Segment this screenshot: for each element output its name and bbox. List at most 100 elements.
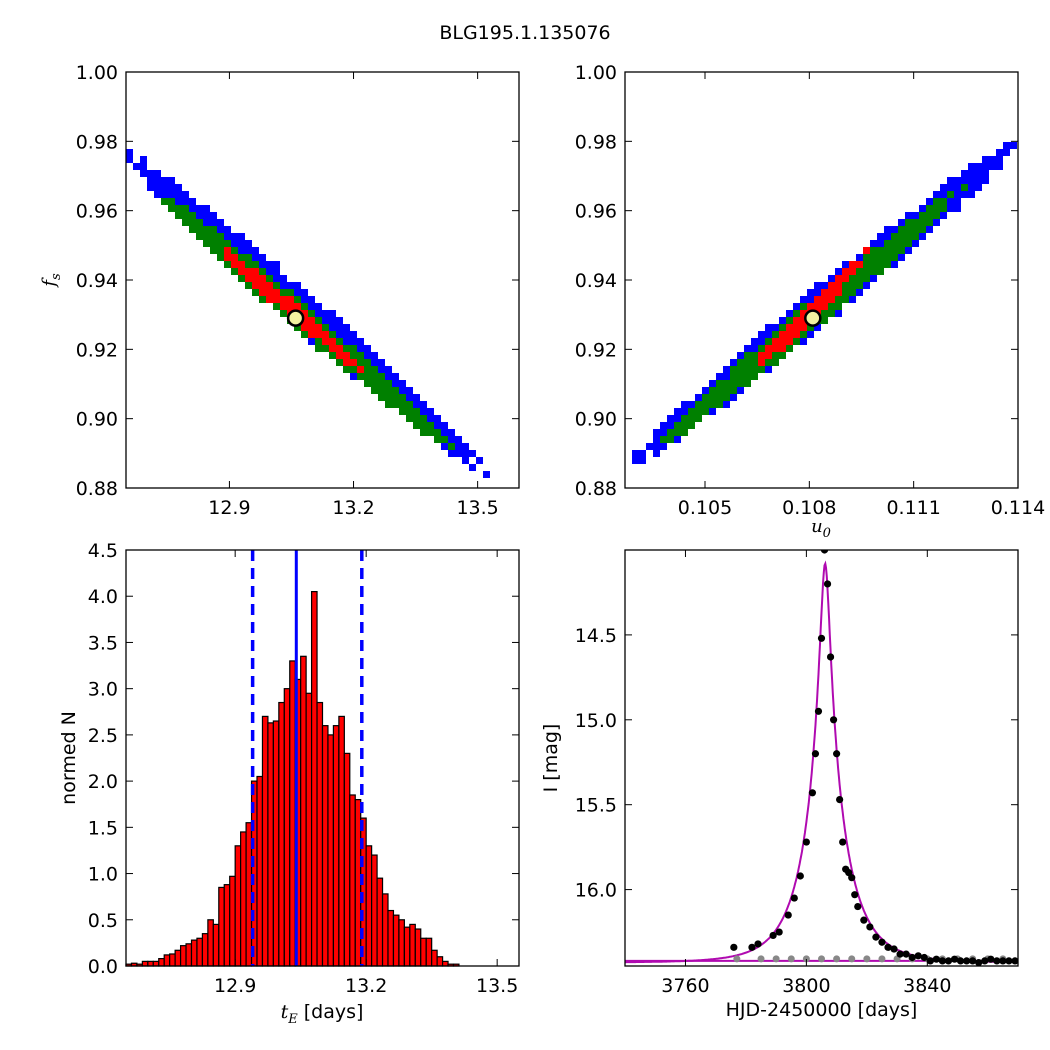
3sigma-cell [779, 317, 786, 324]
3sigma-cell [161, 177, 168, 184]
2sigma-cell [266, 275, 273, 282]
3sigma-cell [982, 163, 989, 170]
3sigma-cell [462, 450, 469, 457]
2sigma-cell [182, 205, 189, 212]
2sigma-cell [434, 429, 441, 436]
3sigma-cell [329, 324, 336, 331]
2sigma-cell [905, 219, 912, 226]
y-tick-label: 0.96 [575, 201, 617, 223]
3sigma-cell [462, 457, 469, 464]
2sigma-cell [933, 198, 940, 205]
y-axis-label: I [mag] [540, 724, 562, 793]
2sigma-cell [751, 366, 758, 373]
3sigma-cell [968, 163, 975, 170]
x-tick-label: 12.9 [208, 497, 250, 519]
2sigma-cell [905, 240, 912, 247]
data-point [754, 940, 762, 948]
1sigma-cell [245, 275, 252, 282]
3sigma-cell [877, 240, 884, 247]
2sigma-cell [695, 408, 702, 415]
3sigma-cell [807, 289, 814, 296]
hist-bar [398, 919, 405, 967]
3sigma-cell [357, 345, 364, 352]
2sigma-cell [856, 282, 863, 289]
3sigma-cell [140, 170, 147, 177]
hist-bar [321, 725, 329, 967]
hist-bar [310, 590, 318, 967]
hist-bar [196, 937, 204, 967]
2sigma-cell [189, 219, 196, 226]
3sigma-cell [947, 184, 954, 191]
3sigma-cell [441, 429, 448, 436]
3sigma-cell [898, 254, 905, 261]
hist-bar [338, 715, 345, 967]
2sigma-cell [420, 422, 427, 429]
data-point [829, 716, 838, 724]
2sigma-cell [329, 352, 336, 359]
y-tick-label: 1.00 [575, 62, 617, 84]
2sigma-cell [849, 289, 856, 296]
data-point [808, 789, 817, 797]
3sigma-cell [744, 345, 751, 352]
3sigma-cell [856, 289, 863, 296]
2sigma-cell [294, 296, 301, 303]
1sigma-cell [765, 352, 772, 359]
2sigma-cell [674, 429, 681, 436]
3sigma-cell [772, 324, 779, 331]
2sigma-cell [280, 289, 287, 296]
hist-bar [158, 958, 165, 967]
1sigma-cell [772, 345, 779, 352]
3sigma-cell [392, 380, 399, 387]
hist-bar [365, 845, 373, 967]
3sigma-cell [147, 184, 154, 191]
data-point [826, 653, 835, 661]
3sigma-cell [954, 177, 961, 184]
3sigma-cell [378, 366, 385, 373]
2sigma-cell [301, 331, 308, 338]
2sigma-cell [779, 324, 786, 331]
data-point [999, 957, 1007, 965]
2sigma-cell [168, 205, 175, 212]
1sigma-cell [772, 338, 779, 345]
data-point [956, 957, 965, 965]
3sigma-cell [280, 275, 287, 282]
3sigma-cell [448, 429, 455, 436]
3sigma-cell [646, 443, 653, 450]
2sigma-cell [772, 359, 779, 366]
2sigma-cell [758, 345, 765, 352]
2sigma-cell [737, 359, 744, 366]
hist-bar [147, 960, 154, 967]
2sigma-cell [835, 303, 842, 310]
3sigma-cell [343, 331, 350, 338]
3sigma-cell [926, 226, 933, 233]
hist-bar [392, 914, 400, 967]
2sigma-cell [779, 352, 786, 359]
panel-fs-vs-tE: 12.9 13.2 13.5 0.88 0.90 0.92 0.94 0.96 0.98 1.00… [39, 62, 520, 519]
2sigma-cell [723, 380, 730, 387]
2sigma-cell [392, 394, 399, 401]
3sigma-cell [982, 177, 989, 184]
3sigma-cell [273, 268, 280, 275]
3sigma-cell [891, 226, 898, 233]
2sigma-cell [891, 247, 898, 254]
2sigma-cell [336, 338, 343, 345]
y-tick-label: 16.0 [575, 880, 617, 902]
3sigma-cell [940, 191, 947, 198]
hist-bar [190, 939, 198, 967]
3sigma-cell [210, 212, 217, 219]
3sigma-cell [420, 401, 427, 408]
3sigma-cell [835, 310, 842, 317]
residual-point [833, 955, 841, 963]
3sigma-cell [737, 352, 744, 359]
2sigma-cell [940, 198, 947, 205]
data-point [730, 943, 738, 951]
3sigma-cell [238, 240, 245, 247]
3sigma-cell [758, 331, 765, 338]
3sigma-cell [455, 436, 462, 443]
data-point [993, 957, 1001, 965]
3sigma-cell [315, 310, 322, 317]
3sigma-cell [266, 268, 273, 275]
data-point [987, 955, 995, 963]
2sigma-cell [800, 331, 807, 338]
2sigma-cell [947, 191, 954, 198]
